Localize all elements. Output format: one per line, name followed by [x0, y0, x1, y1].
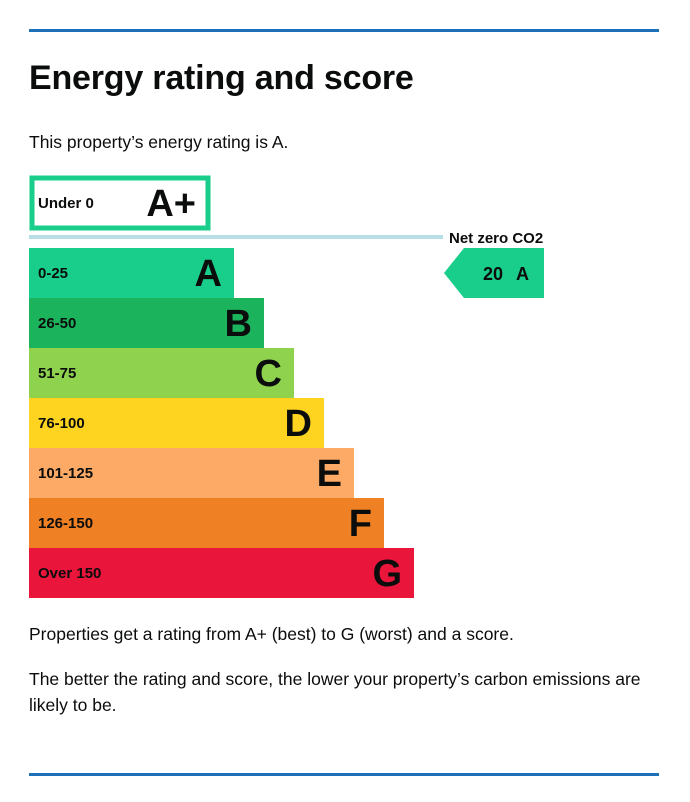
net-zero-line [29, 235, 443, 239]
band-letter-label: A [195, 253, 222, 295]
band-range-label: Under 0 [38, 195, 94, 212]
band-letter-label: G [372, 553, 402, 595]
band-bar-b [29, 298, 264, 348]
page-title: Energy rating and score [29, 59, 414, 97]
band-range-label: 51-75 [38, 365, 76, 382]
explanation-rating-range: Properties get a rating from A+ (best) t… [29, 624, 514, 644]
band-a: 0-25 A [29, 248, 234, 298]
current-rating-band: A [516, 264, 529, 284]
band-letter-label: A+ [146, 183, 196, 225]
net-zero-label: Net zero CO2 [449, 230, 543, 247]
band-bar-a-plus [29, 175, 211, 231]
band-b: 26-50 B [29, 298, 264, 348]
band-range-label: 126-150 [38, 515, 93, 532]
band-g: Over 150 G [29, 548, 414, 598]
band-d: 76-100 D [29, 398, 324, 448]
bottom-rule [29, 773, 659, 776]
band-c: 51-75 C [29, 348, 294, 398]
band-range-label: 101-125 [38, 465, 93, 482]
band-bar-g [29, 548, 414, 598]
band-range-label: 0-25 [38, 265, 68, 282]
band-bar-e [29, 448, 354, 498]
current-rating-arrow [444, 248, 544, 298]
band-range-label: 76-100 [38, 415, 85, 432]
band-a-plus: Under 0 A+ [29, 175, 211, 231]
band-letter-label: C [255, 353, 282, 395]
band-bar-a [29, 248, 234, 298]
band-letter-label: E [317, 453, 342, 495]
band-e: 101-125 E [29, 448, 354, 498]
band-f: 126-150 F [29, 498, 384, 548]
band-bar-f [29, 498, 384, 548]
band-letter-label: B [225, 303, 252, 345]
band-letter-label: D [285, 403, 312, 445]
band-range-label: 26-50 [38, 315, 76, 332]
band-letter-label: F [349, 503, 372, 545]
rating-statement: This property’s energy rating is A. [29, 132, 289, 152]
band-bar-d [29, 398, 324, 448]
explanation-carbon-emissions: The better the rating and score, the low… [29, 669, 641, 715]
current-rating-score: 20 [483, 264, 503, 284]
band-range-label: Over 150 [38, 565, 101, 582]
top-rule [29, 29, 659, 32]
band-bar-c [29, 348, 294, 398]
